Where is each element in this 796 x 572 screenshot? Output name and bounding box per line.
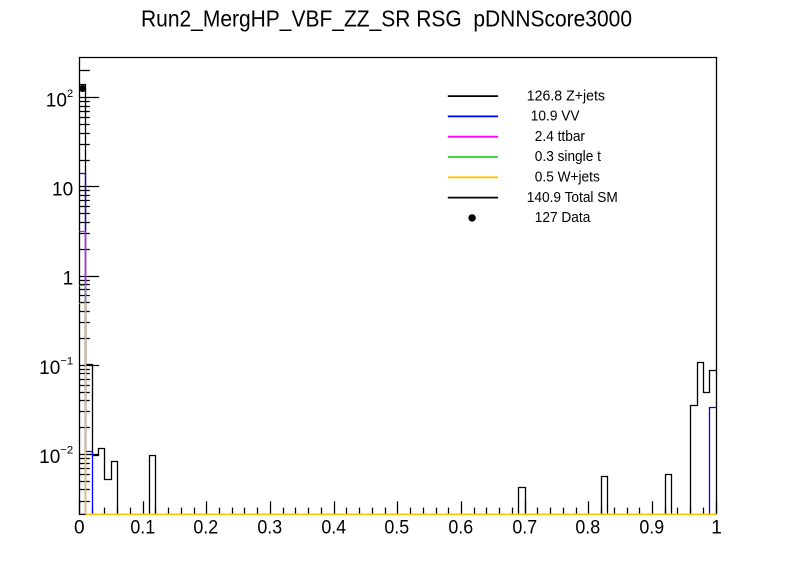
svg-text:0: 0: [74, 518, 85, 539]
svg-text:0.3 single t: 0.3 single t: [535, 149, 601, 165]
svg-text:1: 1: [63, 269, 74, 290]
svg-text:1: 1: [711, 518, 722, 539]
svg-text:126.8 Z+jets: 126.8 Z+jets: [527, 88, 605, 104]
svg-text:0.1: 0.1: [130, 518, 155, 539]
svg-text:0.3: 0.3: [257, 518, 282, 539]
svg-text:0.8: 0.8: [575, 518, 600, 539]
svg-text:0.5 W+jets: 0.5 W+jets: [535, 170, 600, 186]
svg-text:2.4 ttbar: 2.4 ttbar: [535, 129, 585, 145]
svg-text:Run2_MergHP_VBF_ZZ_SR RSG pDN: Run2_MergHP_VBF_ZZ_SR RSG pDNNScore3000: [141, 6, 632, 32]
svg-text:10: 10: [52, 180, 73, 201]
svg-text:127 Data: 127 Data: [535, 210, 591, 226]
svg-text:0.5: 0.5: [384, 518, 409, 539]
svg-text:0.9: 0.9: [639, 518, 664, 539]
svg-text:0.4: 0.4: [321, 518, 346, 539]
svg-text:10.9 VV: 10.9 VV: [531, 109, 580, 125]
svg-text:0.2: 0.2: [193, 518, 218, 539]
svg-text:102: 102: [46, 88, 73, 112]
svg-text:140.9 Total SM: 140.9 Total SM: [527, 190, 618, 206]
svg-text:0.7: 0.7: [512, 518, 537, 539]
svg-text:0.6: 0.6: [448, 518, 473, 539]
